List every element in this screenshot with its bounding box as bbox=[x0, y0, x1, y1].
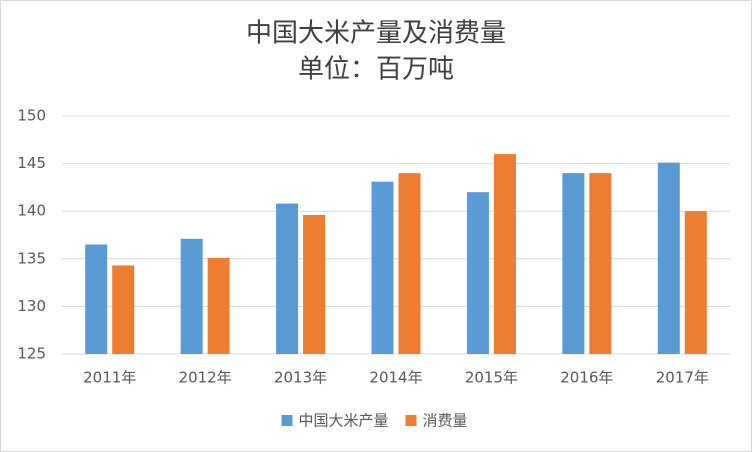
y-tick-label: 130 bbox=[17, 297, 46, 315]
bar bbox=[589, 173, 612, 354]
x-tick-label: 2017年 bbox=[656, 369, 709, 387]
bar bbox=[303, 215, 326, 354]
bar bbox=[112, 265, 135, 354]
legend-label: 消费量 bbox=[423, 412, 468, 430]
x-tick-label: 2014年 bbox=[369, 369, 422, 387]
bar bbox=[276, 203, 299, 354]
bar bbox=[657, 162, 680, 354]
x-tick-label: 2013年 bbox=[274, 369, 327, 387]
y-tick-label: 150 bbox=[17, 107, 46, 125]
y-tick-label: 140 bbox=[17, 202, 46, 220]
x-tick-label: 2015年 bbox=[465, 369, 518, 387]
bar bbox=[207, 257, 230, 354]
legend-label: 中国大米产量 bbox=[299, 412, 389, 430]
y-tick-label: 145 bbox=[17, 154, 46, 172]
x-tick-label: 2012年 bbox=[179, 369, 232, 387]
bar bbox=[562, 173, 585, 354]
bar bbox=[371, 181, 394, 354]
legend-swatch bbox=[405, 415, 417, 426]
bar bbox=[493, 154, 516, 354]
bar bbox=[85, 244, 108, 354]
x-tick-label: 2011年 bbox=[83, 369, 136, 387]
bar bbox=[398, 173, 421, 354]
bar bbox=[180, 238, 203, 354]
x-tick-label: 2016年 bbox=[560, 369, 613, 387]
y-tick-label: 125 bbox=[17, 345, 46, 363]
legend-swatch bbox=[281, 415, 293, 426]
chart-subtitle: 单位：百万吨 bbox=[298, 55, 454, 85]
chart-title: 中国大米产量及消费量 bbox=[246, 19, 506, 49]
bar bbox=[466, 192, 489, 354]
y-tick-label: 135 bbox=[17, 249, 46, 267]
bar bbox=[684, 211, 707, 354]
